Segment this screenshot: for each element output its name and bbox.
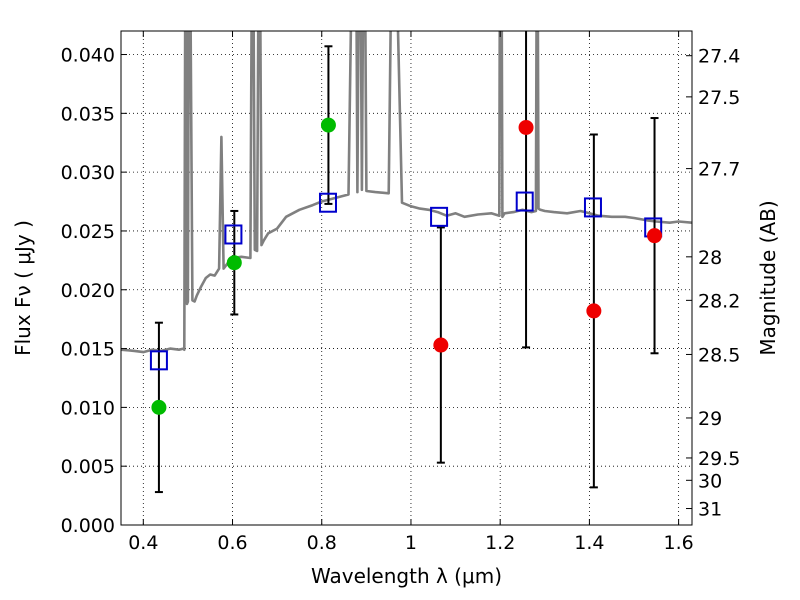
model-flux-square xyxy=(224,224,243,245)
y-tick-label: 0.025 xyxy=(61,221,115,243)
y-tick-label: 0.035 xyxy=(61,103,115,125)
model-flux-square xyxy=(318,192,337,213)
right-tick-label: 27.4 xyxy=(698,46,740,68)
y-tick-label: 0.030 xyxy=(61,162,115,184)
model-flux-square xyxy=(430,206,449,227)
plot-frame xyxy=(120,30,693,526)
y-axis-title: Flux Fν ( μJy ) xyxy=(11,220,35,356)
right-tick-label: 28 xyxy=(698,247,722,269)
x-tick-label: 1.4 xyxy=(574,532,604,554)
observed-flux-point xyxy=(151,399,167,415)
model-flux-square xyxy=(515,191,534,212)
x-tick-label: 0.8 xyxy=(307,532,337,554)
y-tick-label: 0.005 xyxy=(61,456,115,478)
right-tick-label: 29.5 xyxy=(698,448,740,470)
model-flux-square xyxy=(583,197,602,218)
observed-flux-point xyxy=(518,119,534,135)
model-flux-square xyxy=(149,350,168,371)
observed-flux-point xyxy=(647,228,663,244)
observed-flux-point xyxy=(226,255,242,271)
x-tick-label: 1 xyxy=(405,532,417,554)
right-tick-label: 29 xyxy=(698,408,722,430)
y-tick-label: 0.015 xyxy=(61,339,115,361)
y-tick-label: 0.010 xyxy=(61,397,115,419)
x-axis-title: Wavelength λ (μm) xyxy=(311,564,502,588)
x-tick-label: 1.6 xyxy=(664,532,694,554)
x-tick-label: 0.6 xyxy=(217,532,247,554)
model-spectrum-line xyxy=(121,31,692,354)
right-tick-label: 30 xyxy=(698,470,722,492)
observed-flux-point xyxy=(433,337,449,353)
right-tick-label: 31 xyxy=(698,499,722,521)
plot-area xyxy=(121,31,692,494)
y-tick-label: 0.000 xyxy=(61,515,115,537)
x-tick-label: 0.4 xyxy=(128,532,158,554)
right-tick-label: 27.5 xyxy=(698,87,740,109)
right-tick-label: 27.7 xyxy=(698,159,740,181)
y-tick-label: 0.020 xyxy=(61,280,115,302)
right-axis-title: Magnitude (AB) xyxy=(756,200,780,355)
x-tick-label: 1.2 xyxy=(485,532,515,554)
right-tick-label: 28.5 xyxy=(698,344,740,366)
y-tick-label: 0.040 xyxy=(61,45,115,67)
right-tick-label: 28.2 xyxy=(698,290,740,312)
observed-flux-point xyxy=(320,117,336,133)
axis-ticks: 0.4 0.6 0.8 1 1.2 1.4 1.6 0.000 0.005 0.010 0.015 0… xyxy=(61,31,740,554)
observed-flux-point xyxy=(586,303,602,319)
